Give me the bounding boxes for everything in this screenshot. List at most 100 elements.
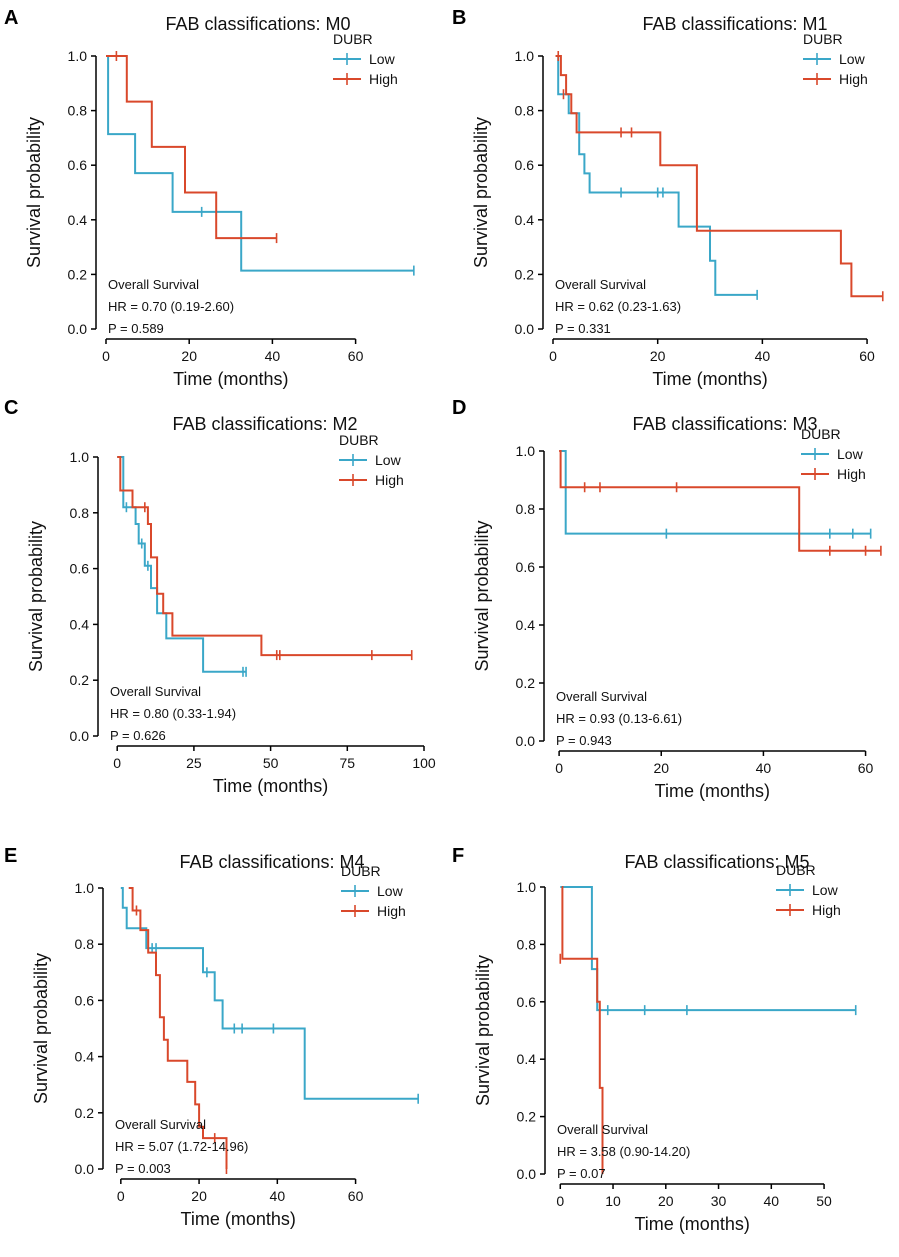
x-tick-label: 0 xyxy=(555,760,563,776)
y-tick-label: 0.4 xyxy=(516,617,536,633)
y-tick-label: 0.8 xyxy=(70,505,90,521)
x-tick-label: 20 xyxy=(650,348,666,364)
legend-entry-low: Low xyxy=(839,51,866,67)
series-high-curve xyxy=(555,55,883,298)
x-tick-label: 40 xyxy=(270,1188,286,1204)
p-value: P = 0.589 xyxy=(108,321,164,336)
y-tick-label: 0.0 xyxy=(517,1166,537,1182)
legend-entry-low: Low xyxy=(369,51,396,67)
panel-c: C FAB classifications: M2 0.0 0.2 0.4 0.6 0.8 1… xyxy=(4,397,436,796)
y-tick-label: 0.8 xyxy=(516,501,536,517)
panel-label: C xyxy=(4,397,18,419)
y-tick-label: 1.0 xyxy=(517,879,537,895)
y-axis-label: Survival probability xyxy=(471,117,491,268)
y-tick-label: 0.2 xyxy=(515,266,535,282)
x-tick-label: 40 xyxy=(755,348,771,364)
y-tick-label: 0.2 xyxy=(68,266,88,282)
hazard-ratio: HR = 3.58 (0.90-14.20) xyxy=(557,1144,690,1159)
x-tick-label: 20 xyxy=(191,1188,207,1204)
p-value: P = 0.331 xyxy=(555,321,611,336)
x-tick-label: 40 xyxy=(265,348,281,364)
panel-label: E xyxy=(4,845,17,867)
stats-title: Overall Survival xyxy=(556,689,647,704)
y-tick-label: 0.8 xyxy=(515,103,535,119)
y-tick-label: 0.0 xyxy=(75,1161,95,1177)
y-axis-label: Survival probability xyxy=(31,953,51,1104)
legend-entry-high: High xyxy=(837,466,866,482)
y-tick-label: 0.6 xyxy=(75,992,95,1008)
x-tick-label: 0 xyxy=(556,1193,564,1209)
x-tick-label: 20 xyxy=(181,348,197,364)
y-tick-label: 0.4 xyxy=(68,212,88,228)
x-tick-label: 0 xyxy=(113,755,121,771)
y-tick-label: 0.6 xyxy=(517,994,537,1010)
p-value: P = 0.626 xyxy=(110,728,166,743)
p-value: P = 0.07 xyxy=(557,1166,606,1181)
x-tick-label: 30 xyxy=(711,1193,727,1209)
stats-title: Overall Survival xyxy=(115,1117,206,1132)
x-tick-label: 10 xyxy=(605,1193,621,1209)
y-axis-label: Survival probability xyxy=(472,520,492,671)
legend-entry-high: High xyxy=(375,472,404,488)
x-tick-label: 20 xyxy=(653,760,669,776)
chart-title: FAB classifications: M0 xyxy=(165,14,350,34)
legend-title: DUBR xyxy=(801,426,841,442)
series-high-curve xyxy=(128,887,228,1169)
x-tick-label: 60 xyxy=(859,348,875,364)
legend-entry-high: High xyxy=(812,902,841,918)
panel-label: A xyxy=(4,7,18,29)
p-value: P = 0.003 xyxy=(115,1161,171,1176)
y-tick-label: 0.8 xyxy=(517,936,537,952)
legend-entry-high: High xyxy=(369,71,398,87)
legend-entry-low: Low xyxy=(377,883,404,899)
chart-title: FAB classifications: M3 xyxy=(632,414,817,434)
legend-entry-low: Low xyxy=(375,452,402,468)
y-tick-label: 0.6 xyxy=(515,157,535,173)
y-tick-label: 0.0 xyxy=(516,733,536,749)
series-high-curve xyxy=(117,456,412,657)
y-tick-label: 1.0 xyxy=(516,443,536,459)
x-axis-label: Time (months) xyxy=(173,369,288,389)
x-tick-label: 60 xyxy=(348,1188,364,1204)
series-high-curve xyxy=(106,55,277,240)
chart-title: FAB classifications: M5 xyxy=(624,852,809,872)
panel-label: B xyxy=(452,7,466,29)
legend-entry-low: Low xyxy=(837,446,864,462)
legend-title: DUBR xyxy=(341,863,381,879)
y-tick-label: 0.0 xyxy=(515,321,535,337)
p-value: P = 0.943 xyxy=(556,733,612,748)
legend-title: DUBR xyxy=(776,862,816,878)
x-axis-label: Time (months) xyxy=(213,776,328,796)
panel-a: A FAB classifications: M0 0.0 0.2 0.4 0.6 0.8 1… xyxy=(4,7,415,389)
chart-title: FAB classifications: M2 xyxy=(172,414,357,434)
x-tick-label: 0 xyxy=(102,348,110,364)
legend-title: DUBR xyxy=(333,31,373,47)
x-axis-label: Time (months) xyxy=(652,369,767,389)
y-axis-label: Survival probability xyxy=(26,521,46,672)
x-tick-label: 0 xyxy=(117,1188,125,1204)
stats-title: Overall Survival xyxy=(555,277,646,292)
series-low-curve xyxy=(106,55,414,272)
panel-d: D FAB classifications: M3 0.0 0.2 0.4 0.6 0.8 1… xyxy=(452,397,882,801)
hazard-ratio: HR = 0.80 (0.33-1.94) xyxy=(110,706,236,721)
legend-title: DUBR xyxy=(803,31,843,47)
x-axis-label: Time (months) xyxy=(634,1214,749,1234)
series-low-curve xyxy=(560,450,871,535)
series-low-curve xyxy=(117,456,247,673)
stats-title: Overall Survival xyxy=(108,277,199,292)
hazard-ratio: HR = 0.70 (0.19-2.60) xyxy=(108,299,234,314)
stats-title: Overall Survival xyxy=(557,1122,648,1137)
x-tick-label: 75 xyxy=(340,755,356,771)
x-tick-label: 60 xyxy=(348,348,364,364)
y-tick-label: 0.8 xyxy=(75,936,95,952)
y-tick-label: 0.6 xyxy=(68,157,88,173)
panel-label: D xyxy=(452,397,466,419)
x-tick-label: 40 xyxy=(756,760,772,776)
y-tick-label: 0.8 xyxy=(68,103,88,119)
legend-entry-high: High xyxy=(377,903,406,919)
series-high-curve xyxy=(559,450,881,552)
y-tick-label: 0.4 xyxy=(517,1051,537,1067)
y-axis-label: Survival probability xyxy=(24,117,44,268)
y-tick-label: 1.0 xyxy=(75,880,95,896)
